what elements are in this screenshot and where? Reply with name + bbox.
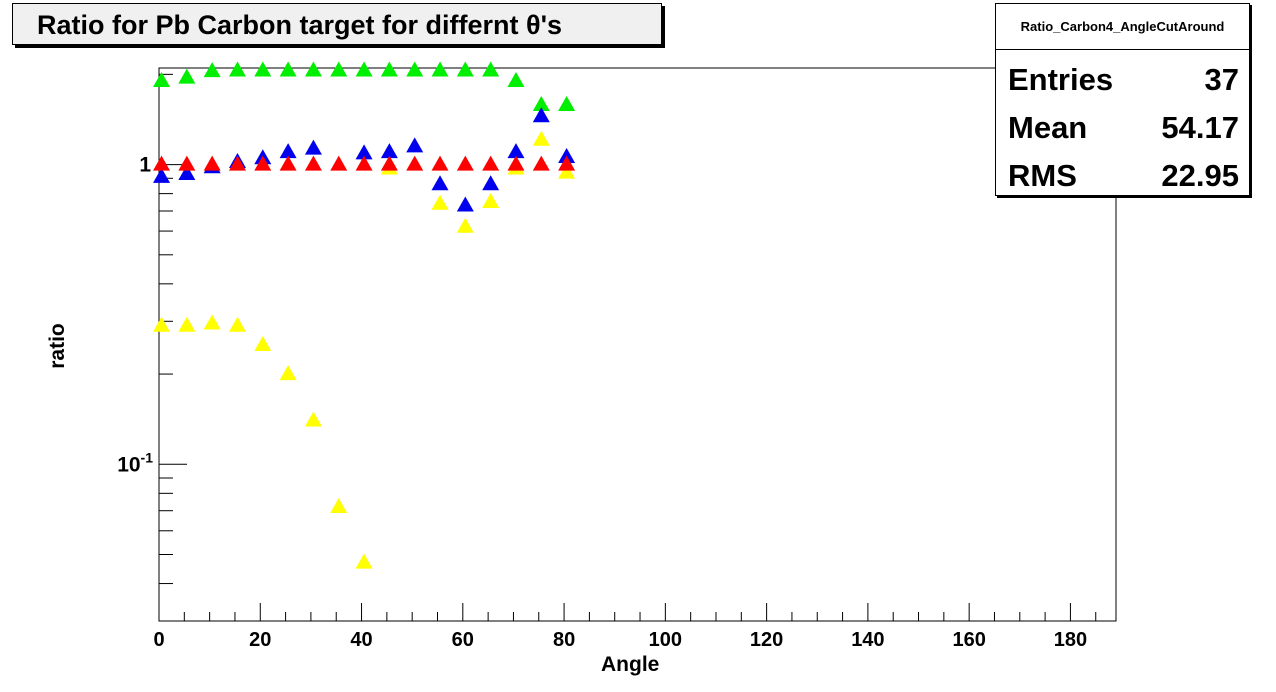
data-point [153, 167, 171, 183]
data-point [406, 137, 424, 153]
data-point [456, 155, 474, 171]
data-point [355, 155, 373, 171]
data-point [355, 553, 373, 569]
plot-frame [158, 67, 1117, 622]
data-point [355, 144, 373, 160]
series-3 [153, 155, 576, 171]
title-box: Ratio for Pb Carbon target for differnt … [12, 3, 662, 45]
data-point [254, 61, 272, 77]
data-point [203, 314, 221, 330]
data-point [228, 155, 246, 171]
data-point [178, 68, 196, 84]
data-point [330, 61, 348, 77]
x-axis-ticks: 0 20 40 60 80 100 120 140 160 180 [153, 603, 1097, 651]
stats-box: Ratio_Carbon4_AngleCutAround Entries 37 … [995, 3, 1250, 196]
data-point [507, 72, 525, 88]
data-point [330, 155, 348, 171]
x-axis-label: Angle [601, 653, 660, 676]
data-point [532, 155, 550, 171]
x-tick-label: 80 [553, 629, 575, 651]
data-point [178, 165, 196, 181]
stats-rms-label: RMS [1008, 158, 1077, 193]
data-point [431, 61, 449, 77]
data-point [279, 61, 297, 77]
data-point [178, 155, 196, 171]
data-points [153, 61, 576, 569]
data-point [532, 130, 550, 146]
stats-rms-row: RMS 22.95 [1008, 152, 1239, 200]
data-point [304, 155, 322, 171]
x-tick-label: 20 [249, 629, 271, 651]
stats-mean-label: Mean [1008, 110, 1088, 145]
data-point [532, 96, 550, 112]
data-point [153, 316, 171, 332]
data-point [456, 196, 474, 212]
data-point [482, 61, 500, 77]
data-point [507, 143, 525, 159]
stats-entries-value: 37 [1204, 62, 1239, 97]
stats-entries-row: Entries 37 [1008, 56, 1239, 104]
data-point [380, 143, 398, 159]
data-point [153, 72, 171, 88]
chart-title: Ratio for Pb Carbon target for differnt … [37, 10, 563, 40]
stats-mean-row: Mean 54.17 [1008, 104, 1239, 152]
data-point [482, 193, 500, 209]
data-point [254, 155, 272, 171]
data-point [153, 155, 171, 171]
series-0 [153, 61, 576, 112]
data-point [456, 61, 474, 77]
data-point [254, 336, 272, 352]
data-point [279, 155, 297, 171]
data-point [203, 155, 221, 171]
data-point [380, 155, 398, 171]
x-tick-label: 180 [1054, 629, 1087, 651]
data-point [304, 411, 322, 427]
data-point [482, 155, 500, 171]
data-point [279, 365, 297, 381]
data-point [355, 61, 373, 77]
data-point [456, 217, 474, 233]
data-point [558, 155, 576, 171]
data-point [558, 96, 576, 112]
x-tick-label: 0 [153, 629, 164, 651]
x-tick-label: 140 [851, 629, 884, 651]
x-tick-label: 40 [350, 629, 372, 651]
series-2 [153, 130, 576, 569]
data-point [380, 61, 398, 77]
y-axis-ticks: 1 10-1 [117, 73, 187, 622]
data-point [558, 147, 576, 163]
x-tick-label: 160 [952, 629, 985, 651]
data-point [406, 155, 424, 171]
data-point [431, 194, 449, 210]
x-tick-label: 60 [452, 629, 474, 651]
data-point [279, 143, 297, 159]
data-point [304, 61, 322, 77]
stats-entries-label: Entries [1008, 62, 1114, 97]
data-point [532, 107, 550, 123]
y-tick-label: 10-1 [117, 449, 153, 476]
data-point [228, 61, 246, 77]
plot-area-border [158, 67, 1117, 622]
y-tick-label: 1 [139, 154, 151, 177]
y-axis-label: ratio [46, 323, 69, 369]
data-point [304, 139, 322, 155]
data-point [431, 175, 449, 191]
x-tick-label: 120 [750, 629, 783, 651]
data-point [482, 175, 500, 191]
stats-mean-value: 54.17 [1161, 110, 1239, 145]
data-point [228, 316, 246, 332]
stats-rms-value: 22.95 [1161, 158, 1239, 193]
data-point [431, 155, 449, 171]
data-point [406, 61, 424, 77]
data-point [203, 62, 221, 78]
stats-histogram-name: Ratio_Carbon4_AngleCutAround [996, 4, 1249, 50]
data-point [507, 155, 525, 171]
data-point [558, 163, 576, 179]
data-point [178, 316, 196, 332]
x-tick-label: 100 [649, 629, 682, 651]
data-point [330, 498, 348, 514]
